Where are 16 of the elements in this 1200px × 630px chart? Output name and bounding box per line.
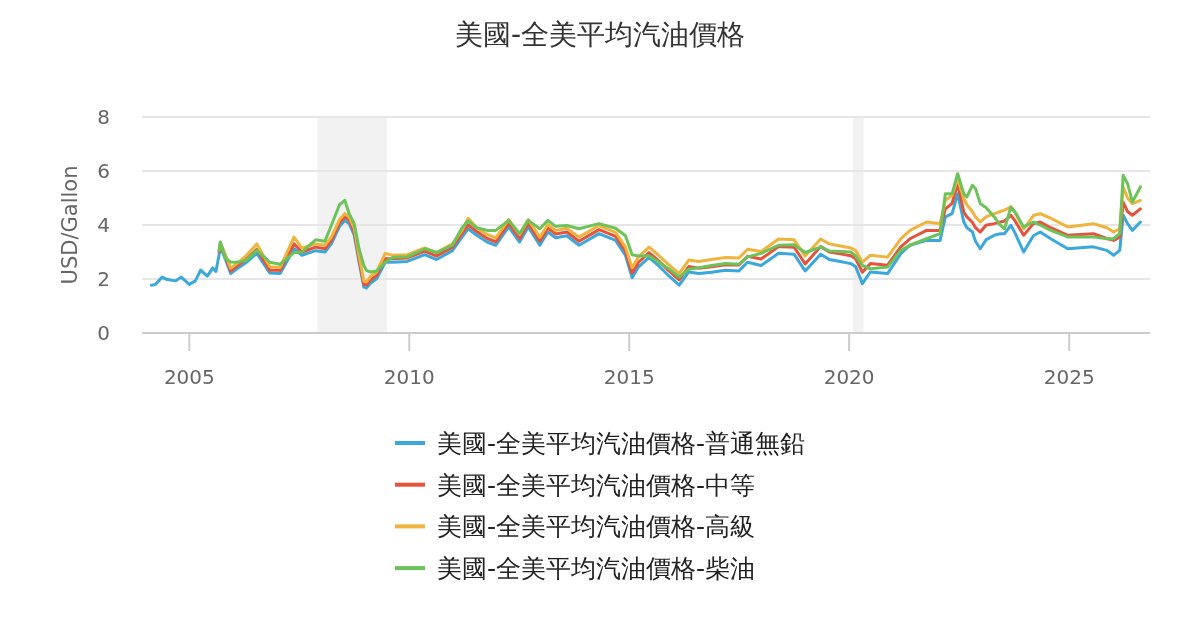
legend-label: 美國-全美平均汽油價格-高級 bbox=[437, 512, 756, 542]
x-tick-label: 2010 bbox=[383, 365, 435, 389]
legend-label: 美國-全美平均汽油價格-普通無鉛 bbox=[437, 429, 806, 458]
title: 美國-全美平均汽油價格 bbox=[454, 18, 746, 51]
y-tick-label: 6 bbox=[97, 159, 110, 183]
x-tick-label: 2005 bbox=[163, 365, 215, 389]
legend-label: 美國-全美平均汽油價格-中等 bbox=[437, 470, 756, 500]
legend-label: 美國-全美平均汽油價格-柴油 bbox=[437, 554, 756, 584]
y-tick-label: 4 bbox=[97, 213, 110, 237]
y-tick-label: 0 bbox=[97, 321, 110, 345]
y-tick-label: 2 bbox=[97, 267, 110, 291]
y-tick-label: 8 bbox=[97, 105, 110, 129]
y-axis-title: USD/Gallon bbox=[58, 165, 82, 285]
x-tick-label: 2025 bbox=[1043, 365, 1095, 389]
x-tick-label: 2020 bbox=[823, 365, 875, 389]
x-tick-label: 2015 bbox=[603, 365, 655, 389]
